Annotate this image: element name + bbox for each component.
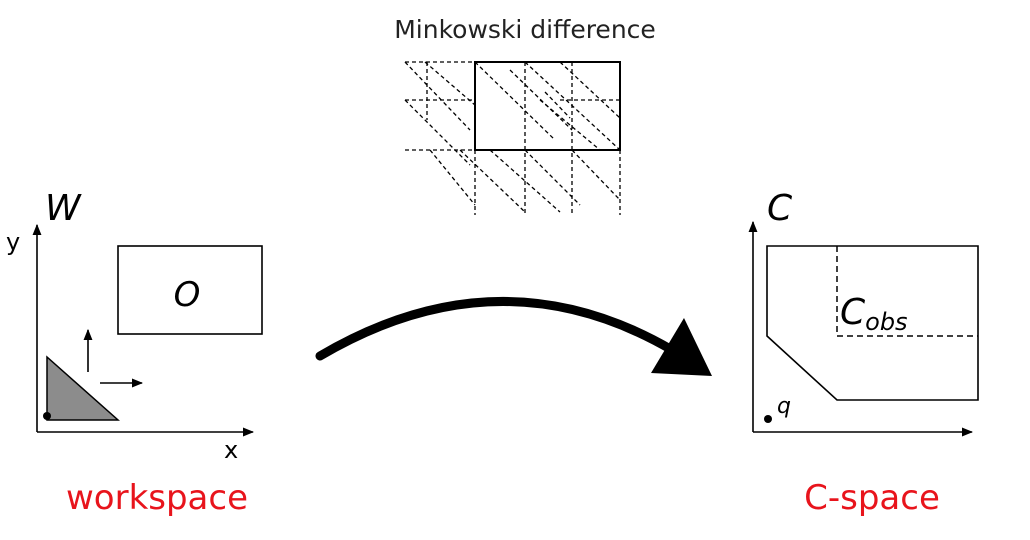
minkowski-dashed-grid	[404, 61, 621, 215]
workspace-y-axis-label: y	[6, 228, 20, 256]
minkowski-panel: Minkowski difference	[394, 15, 656, 215]
workspace-symbol: W	[45, 188, 82, 229]
cspace-obstacle-label-sub: obs	[865, 308, 907, 336]
cspace-panel: C Cobs q C-space	[748, 188, 979, 518]
workspace-x-axis-label: x	[224, 436, 238, 464]
workspace-panel: W y x O workspace	[6, 188, 263, 518]
workspace-obstacle	[117, 245, 263, 335]
robot-triangle	[46, 355, 120, 421]
cspace-obstacle-dashed-outline	[836, 246, 978, 337]
cspace-obstacle-label-base: C	[840, 292, 866, 333]
cspace-obstacle-label: Cobs	[840, 292, 908, 336]
workspace-caption: workspace	[66, 478, 248, 518]
minkowski-title: Minkowski difference	[394, 15, 656, 44]
cspace-obstacle-region	[766, 245, 979, 401]
workspace-obstacle-label: O	[174, 275, 201, 315]
cspace-symbol: C	[767, 188, 793, 229]
mapping-arrow	[315, 297, 712, 376]
cspace-point-label: q	[777, 394, 791, 419]
cspace-configuration-point	[764, 415, 772, 423]
cspace-caption: C-space	[804, 478, 940, 518]
robot-reference-point	[43, 412, 51, 420]
minkowski-solid-rect	[474, 61, 621, 151]
